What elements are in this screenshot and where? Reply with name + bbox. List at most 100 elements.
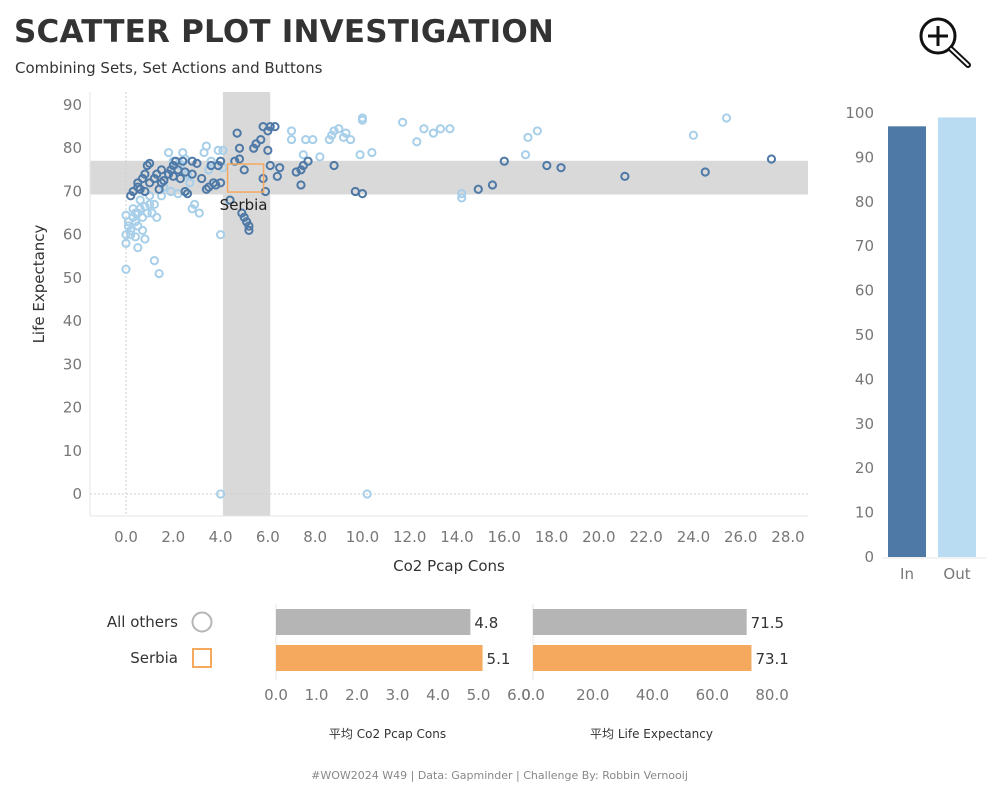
scatter-point — [357, 189, 368, 199]
co2-avg-bar — [276, 645, 483, 671]
scatter-point — [341, 128, 351, 138]
scatter-point — [700, 167, 710, 177]
legend-square-marker — [192, 648, 212, 668]
scatter-point — [145, 158, 155, 168]
scatter-point — [189, 199, 200, 210]
x-tick-label: 12.0 — [393, 528, 426, 546]
scatter-point — [152, 212, 162, 222]
scatter-point — [620, 171, 630, 181]
y-tick-label: 40 — [63, 312, 82, 330]
scatter-point — [334, 124, 344, 134]
scatter-point — [688, 130, 699, 140]
scatter-point — [159, 176, 169, 186]
scatter-point — [457, 193, 467, 203]
x-tick-label: 16.0 — [488, 528, 521, 546]
x-tick-label: 14.0 — [440, 528, 473, 546]
scatter-point — [215, 156, 226, 166]
x-tick-label: 24.0 — [677, 528, 710, 546]
scatter-point — [126, 230, 136, 240]
x-tick-label: 26.0 — [724, 528, 757, 546]
scatter-point — [163, 147, 174, 158]
scatter-point — [419, 124, 429, 134]
scatter-point — [215, 178, 226, 188]
scatter-point — [218, 145, 228, 155]
scatter-point — [133, 243, 143, 253]
scatter-point — [303, 156, 313, 166]
scatter-point — [225, 195, 235, 205]
bar-out — [938, 117, 976, 557]
scatter-point — [154, 268, 164, 279]
scatter-point — [149, 199, 159, 210]
scatter-point — [542, 160, 552, 171]
scatter-point — [520, 150, 531, 160]
scatter-point — [137, 225, 148, 235]
x-tick-label: 10.0 — [346, 528, 379, 546]
bar-y-tick-label: 0 — [864, 548, 874, 566]
life-avg-bar — [533, 609, 747, 635]
y-tick-label: 0 — [72, 485, 82, 503]
bar-y-tick-label: 80 — [855, 193, 874, 211]
bar-y-tick-label: 20 — [855, 459, 874, 477]
bar-category-label: In — [900, 565, 914, 583]
scatter-point — [239, 165, 249, 175]
scatter-point — [346, 134, 356, 145]
scatter-point — [215, 489, 226, 499]
co2-avg-tick-label: 2.0 — [345, 686, 369, 704]
scatter-point — [355, 150, 365, 160]
zoom-button[interactable] — [916, 14, 976, 70]
y-tick-label: 10 — [63, 442, 82, 460]
co2-avg-value-label: 5.1 — [487, 650, 511, 668]
scatter-point — [156, 165, 167, 175]
scatter-point — [197, 173, 207, 184]
highlight-marker — [226, 163, 265, 193]
bar-in — [888, 126, 926, 557]
scatter-point — [185, 178, 195, 188]
life-avg-bar — [533, 645, 752, 671]
scatter-point — [149, 256, 159, 266]
legend-label-all-others: All others — [107, 613, 178, 631]
y-tick-label: 80 — [63, 139, 82, 157]
scatter-point — [473, 184, 483, 194]
scatter-point — [201, 141, 211, 151]
scatter-point — [140, 169, 150, 179]
y-axis-title: Life Expectancy — [30, 224, 48, 343]
bar-y-tick-label: 50 — [855, 326, 874, 344]
scatter-point — [412, 137, 422, 147]
y-tick-label: 20 — [63, 399, 82, 417]
scatter-point — [135, 195, 145, 205]
x-tick-label: 8.0 — [303, 528, 327, 546]
scatter-point — [263, 145, 273, 155]
scatter-point — [329, 126, 339, 136]
scatter-point — [556, 163, 566, 173]
co2-avg-tick-label: 3.0 — [386, 686, 410, 704]
scatter-point — [445, 124, 455, 134]
x-tick-label: 20.0 — [582, 528, 615, 546]
life-avg-tick-label: 80.0 — [755, 686, 788, 704]
scatter-point — [367, 147, 377, 158]
scatter-point — [265, 160, 275, 171]
bar-y-tick-label: 100 — [845, 104, 874, 122]
scatter-point — [142, 208, 152, 218]
life-avg-value-label: 73.1 — [755, 650, 788, 668]
scatter-point — [457, 189, 467, 199]
scatter-point — [265, 122, 275, 132]
bar-y-tick-label: 10 — [855, 504, 874, 522]
average-bar-charts: All others Serbia 4.8 5.1 0.0 1.0 2.0 3.0 4.0 5.0… — [107, 604, 789, 741]
scatter-point — [140, 186, 150, 197]
scatter-point — [291, 167, 301, 177]
y-tick-label: 70 — [63, 182, 82, 200]
scatter-point — [721, 113, 732, 123]
bar-y-tick-label: 40 — [855, 370, 874, 388]
scatter-point — [215, 230, 226, 240]
scatter-point — [362, 489, 372, 499]
scatter-point — [213, 145, 223, 155]
scatter-point — [272, 171, 282, 181]
scatter-point — [532, 126, 542, 136]
scatter-point — [178, 156, 188, 166]
scatter-point — [315, 152, 325, 162]
bar-y-tick-label: 90 — [855, 148, 874, 166]
y-tick-label: 90 — [63, 96, 82, 114]
scatter-point — [398, 117, 408, 127]
x-tick-label: 18.0 — [535, 528, 568, 546]
scatter-point — [145, 199, 155, 210]
